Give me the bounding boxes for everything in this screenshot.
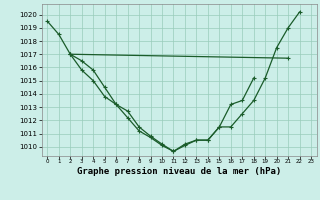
X-axis label: Graphe pression niveau de la mer (hPa): Graphe pression niveau de la mer (hPa) [77, 167, 281, 176]
